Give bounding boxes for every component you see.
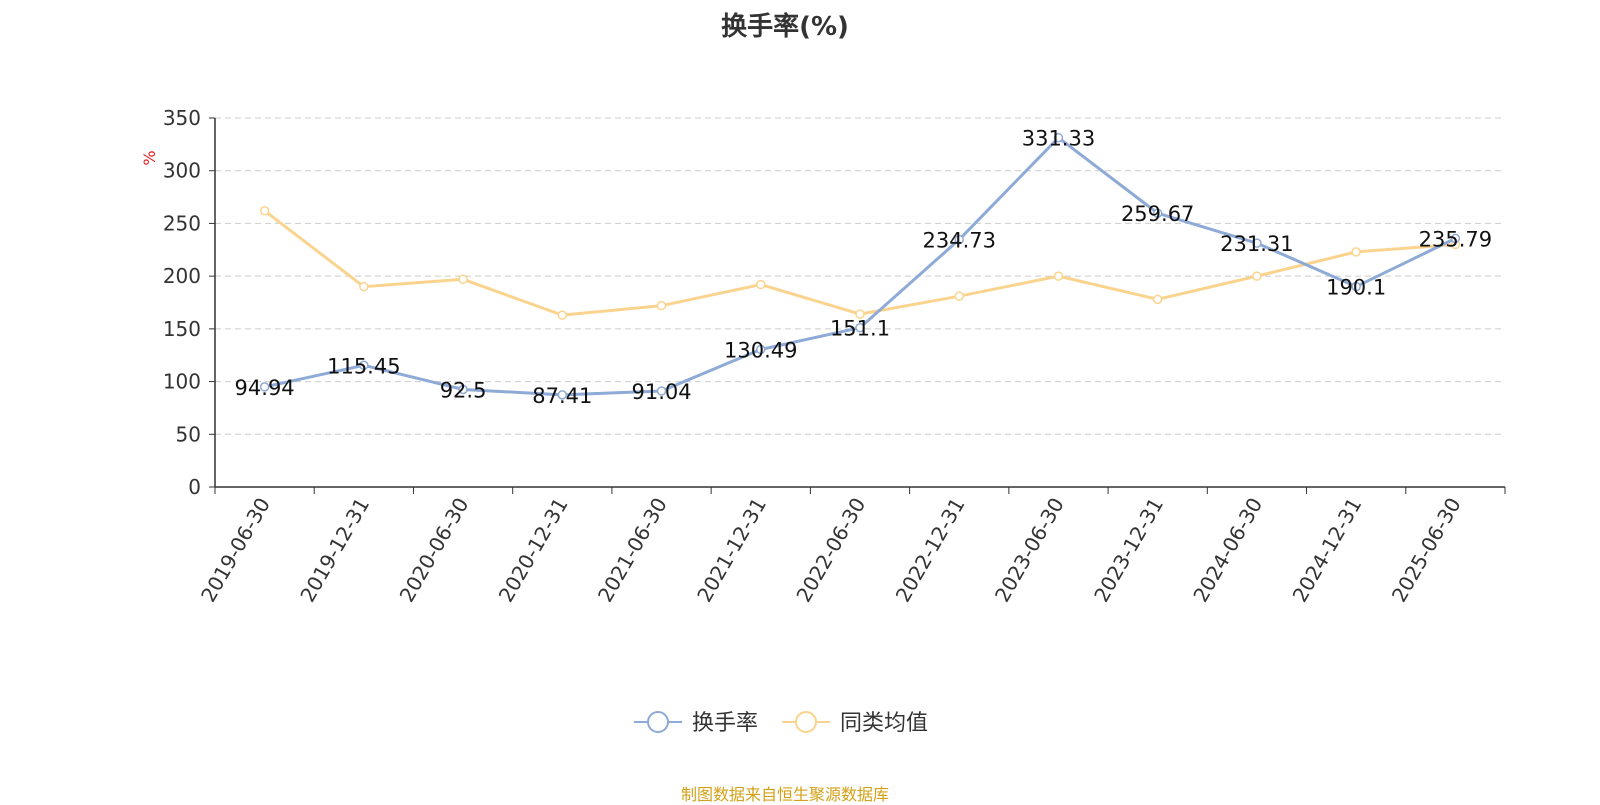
x-tick-label: 2025-06-30: [1387, 494, 1466, 607]
legend-label: 换手率: [692, 711, 758, 736]
data-point: [359, 360, 369, 371]
data-point: [656, 300, 667, 311]
data-point: [1053, 132, 1064, 143]
y-tick-label: 300: [163, 159, 201, 183]
data-point: [1152, 208, 1163, 218]
y-tick-label: 100: [163, 370, 201, 394]
x-tick-label: 2023-12-31: [1089, 494, 1168, 607]
x-tick-label: 2020-12-31: [494, 494, 573, 607]
legend-item-1[interactable]: 同类均值: [782, 711, 928, 736]
y-tick-label: 0: [188, 475, 201, 499]
x-tick-label: 2022-12-31: [891, 493, 970, 606]
data-point: [656, 386, 667, 396]
data-label: 151.1: [830, 317, 890, 341]
data-label: 87.41: [532, 384, 592, 408]
data-point: [557, 310, 568, 320]
x-tick-label: 2024-12-31: [1288, 494, 1367, 607]
data-point: [359, 281, 369, 292]
data-point: [259, 382, 270, 392]
series-line-1: [263, 209, 1456, 317]
data-label: 190.1: [1326, 276, 1386, 300]
data-label: 130.49: [724, 338, 797, 362]
chart-title: 换手率(%): [721, 12, 849, 42]
legend-marker: [647, 711, 669, 733]
x-tick-label: 2024-06-30: [1188, 494, 1267, 607]
line-chart: 0 50 100 150 200 250 300 350% 2019-06-30 2019-12-…: [140, 106, 1506, 736]
data-point: [1252, 238, 1262, 248]
data-point: [1152, 294, 1163, 305]
data-labels: 94.94 115.45 92.5 87.41 91.04 130.49 151.1 234.…: [235, 127, 1493, 408]
data-label: 331.33: [1022, 127, 1095, 151]
data-label: 231.31: [1220, 232, 1293, 256]
x-tick-label: 2021-06-30: [593, 494, 672, 607]
x-tick-label: 2019-06-30: [196, 494, 275, 607]
data-label: 115.45: [327, 354, 400, 378]
x-tick-label: 2022-06-30: [791, 494, 870, 607]
data-point: [954, 291, 964, 301]
data-point: [259, 206, 270, 216]
data-point: [1053, 271, 1064, 281]
x-tick-label: 2019-12-31: [295, 494, 374, 607]
x-tick-label: 2021-12-31: [692, 494, 771, 607]
data-point: [756, 279, 766, 290]
data-label: 94.94: [235, 376, 295, 400]
data-point: [756, 344, 766, 355]
data-point: [954, 234, 964, 245]
data-point: [855, 309, 865, 319]
data-point: [1450, 233, 1461, 244]
y-axis-label: %: [140, 150, 159, 165]
data-label: 259.67: [1121, 202, 1194, 226]
series-line-0: [264, 136, 1457, 397]
legend[interactable]: 换手率 同类均值: [634, 711, 928, 736]
y-tick-label: 200: [163, 264, 201, 288]
data-label: 92.5: [440, 378, 487, 402]
data-point: [458, 274, 468, 285]
data-label: 234.73: [922, 229, 995, 253]
series-lines: [259, 132, 1461, 400]
x-tick-label: 2020-06-30: [395, 493, 474, 606]
data-label: 91.04: [631, 380, 691, 404]
y-tick-label: 350: [163, 106, 201, 130]
grid-lines: [215, 117, 1505, 435]
data-point: [458, 384, 468, 395]
data-point: [855, 322, 865, 333]
legend-marker: [795, 711, 817, 733]
legend-label: 同类均值: [840, 711, 928, 736]
data-point: [1351, 281, 1361, 292]
data-point: [1351, 247, 1361, 257]
data-source-note: 制图数据来自恒生聚源数据库: [680, 785, 889, 804]
data-point: [1252, 271, 1262, 281]
y-tick-label: 50: [176, 422, 201, 446]
data-label: 235.79: [1419, 227, 1492, 251]
y-tick-label: 250: [163, 211, 201, 235]
x-tick-label: 2023-06-30: [990, 494, 1069, 607]
legend-item-0[interactable]: 换手率: [634, 711, 758, 736]
data-point: [557, 390, 568, 400]
y-tick-label: 150: [163, 317, 201, 341]
